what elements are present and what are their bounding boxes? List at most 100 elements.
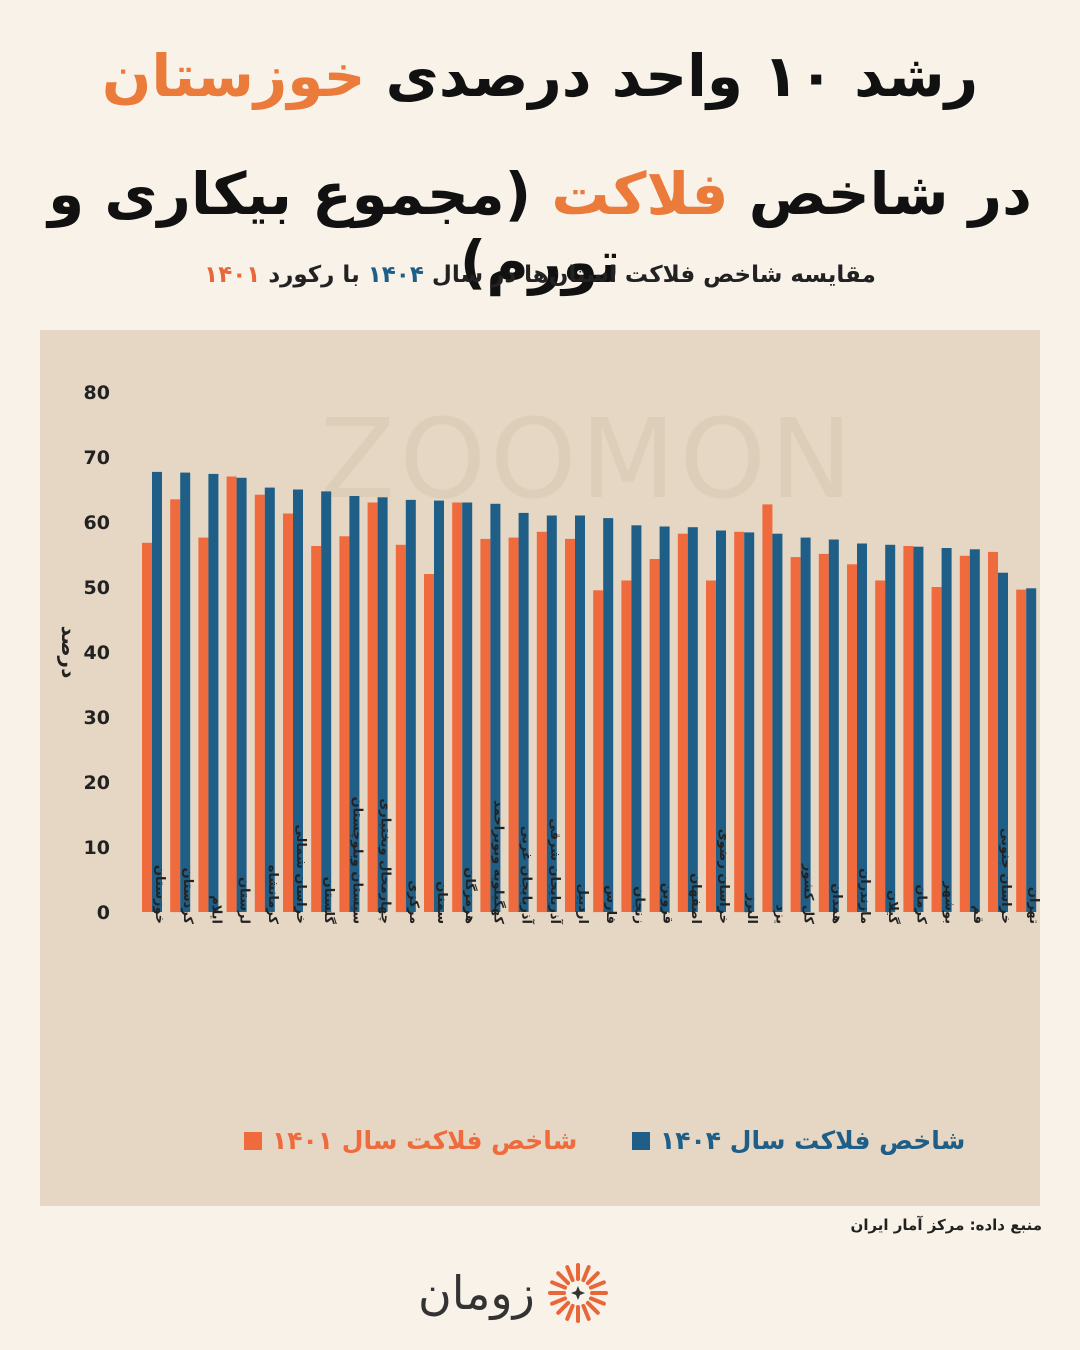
category-label: هرمزگان [462,867,478,924]
bar-1404 [716,530,726,912]
category-label: اصفهان [688,873,703,924]
category-label: سمنان [434,881,449,924]
logo-ray [549,1280,567,1290]
source-note: منبع داده: مرکز آمار ایران [850,1216,1042,1234]
bar-1404 [687,527,698,912]
bar-1404 [518,512,529,912]
y-tick-label: 40 [84,642,110,664]
logo-ray [556,1300,570,1315]
legend-1404-swatch [632,1131,650,1150]
legend-1401: شاخص فلاکت سال ۱۴۰۱ [244,1126,577,1155]
logo-ray [588,1280,606,1290]
bar-1401 [565,538,575,912]
bar-1404 [152,471,162,912]
category-label: کردستان [180,868,195,925]
bar-1401 [339,536,350,912]
bar-1401 [226,476,237,912]
category-label: ایلام [208,895,223,924]
bar-1404 [631,525,642,913]
logo-ray [581,1303,591,1321]
bar-1404 [236,477,247,912]
logo-ray [565,1265,575,1283]
category-label: زنجان [631,886,646,924]
category-label: آذربایجان شرقی [547,818,564,924]
bar-1401 [480,538,491,912]
bar-1401 [1016,589,1027,912]
legend-1401-label: شاخص فلاکت سال ۱۴۰۱ [272,1126,578,1155]
logo-ray [556,1271,570,1286]
category-label: گلستان [321,877,337,925]
category-label: گیلان [885,890,901,924]
title2-highlight: فلاکت [551,160,729,228]
bar-1401 [170,499,181,913]
logo-ray [585,1271,600,1286]
bar-1404 [434,500,444,912]
bar-1404 [349,496,360,912]
y-tick-label: 0 [97,902,110,924]
bar-1401 [254,494,265,912]
bar-1404 [913,546,924,912]
category-label: خراسان شمالی [293,824,308,924]
bar-1404 [772,533,783,912]
brand-name: زومان [418,1266,535,1320]
y-tick-label: 30 [84,707,110,729]
title2-suffix: (مجموع بیکاری و تورم) [48,160,621,296]
bar-1401 [198,537,209,912]
category-label: مازندران [857,868,872,924]
bar-1404 [321,491,332,912]
y-tick-label: 80 [84,382,110,404]
logo-ray [581,1265,591,1283]
bar-1404 [659,526,670,912]
y-tick-label: 50 [84,577,110,599]
bar-1401 [847,564,857,913]
bar-1401 [818,553,829,912]
title-line-1: رشد ۱۰ واحد درصدی خوزستان [0,42,1080,110]
y-tick-label: 20 [84,772,110,794]
bar-1401 [283,513,293,912]
category-label: کهگیلویه وبویراحمد [490,800,506,924]
category-label: یزد [772,904,787,924]
bar-1401 [762,504,773,912]
bar-1404 [293,489,303,912]
category-label: چهارمحال وبختیاری [378,798,393,924]
bar-1401 [452,502,463,912]
bar-1404 [377,497,388,912]
title-highlight-province: خوزستان [101,42,366,110]
logo-ray [549,1296,567,1306]
category-label: کرمانشاه [265,865,280,925]
bar-1404 [744,532,755,912]
category-label: همدان [829,883,844,924]
brand-logo-icon [547,1263,608,1323]
category-label: کرمان [913,884,928,924]
bar-1401 [649,559,660,912]
bar-1401 [424,574,434,912]
bar-1404 [180,472,191,912]
logo-ray [585,1300,600,1315]
bar-1401 [536,531,547,913]
bar-1401 [959,555,970,912]
category-label: خراسان جنوبی [998,828,1013,924]
bar-1401 [593,590,604,913]
bar-1401 [931,587,942,912]
bar-1404 [969,549,980,912]
bar-1401 [903,546,914,912]
bar-1404 [575,515,585,912]
category-label: کل کشور [801,863,816,925]
bar-1404 [998,572,1008,912]
subtitle: مقایسه شاخص فلاکت استان‌ها در سال ۱۴۰۴ ب… [0,262,1080,288]
bar-1404 [1026,588,1037,912]
title-prefix: رشد ۱۰ واحد درصدی [385,42,979,110]
bar-1404 [405,499,416,912]
bar-1404 [462,502,473,912]
category-label: فارس [603,885,618,924]
category-label: اردبیل [575,884,590,924]
subtitle-year-1404: ۱۴۰۴ [367,262,424,288]
bar-1401 [508,537,519,912]
category-label: لرستان [237,877,252,924]
brand: زومان [418,1258,613,1328]
legend-1401-swatch [244,1131,262,1150]
bar-1404 [264,487,275,912]
y-axis-label: درصد [57,626,81,679]
bar-1401 [875,580,886,912]
